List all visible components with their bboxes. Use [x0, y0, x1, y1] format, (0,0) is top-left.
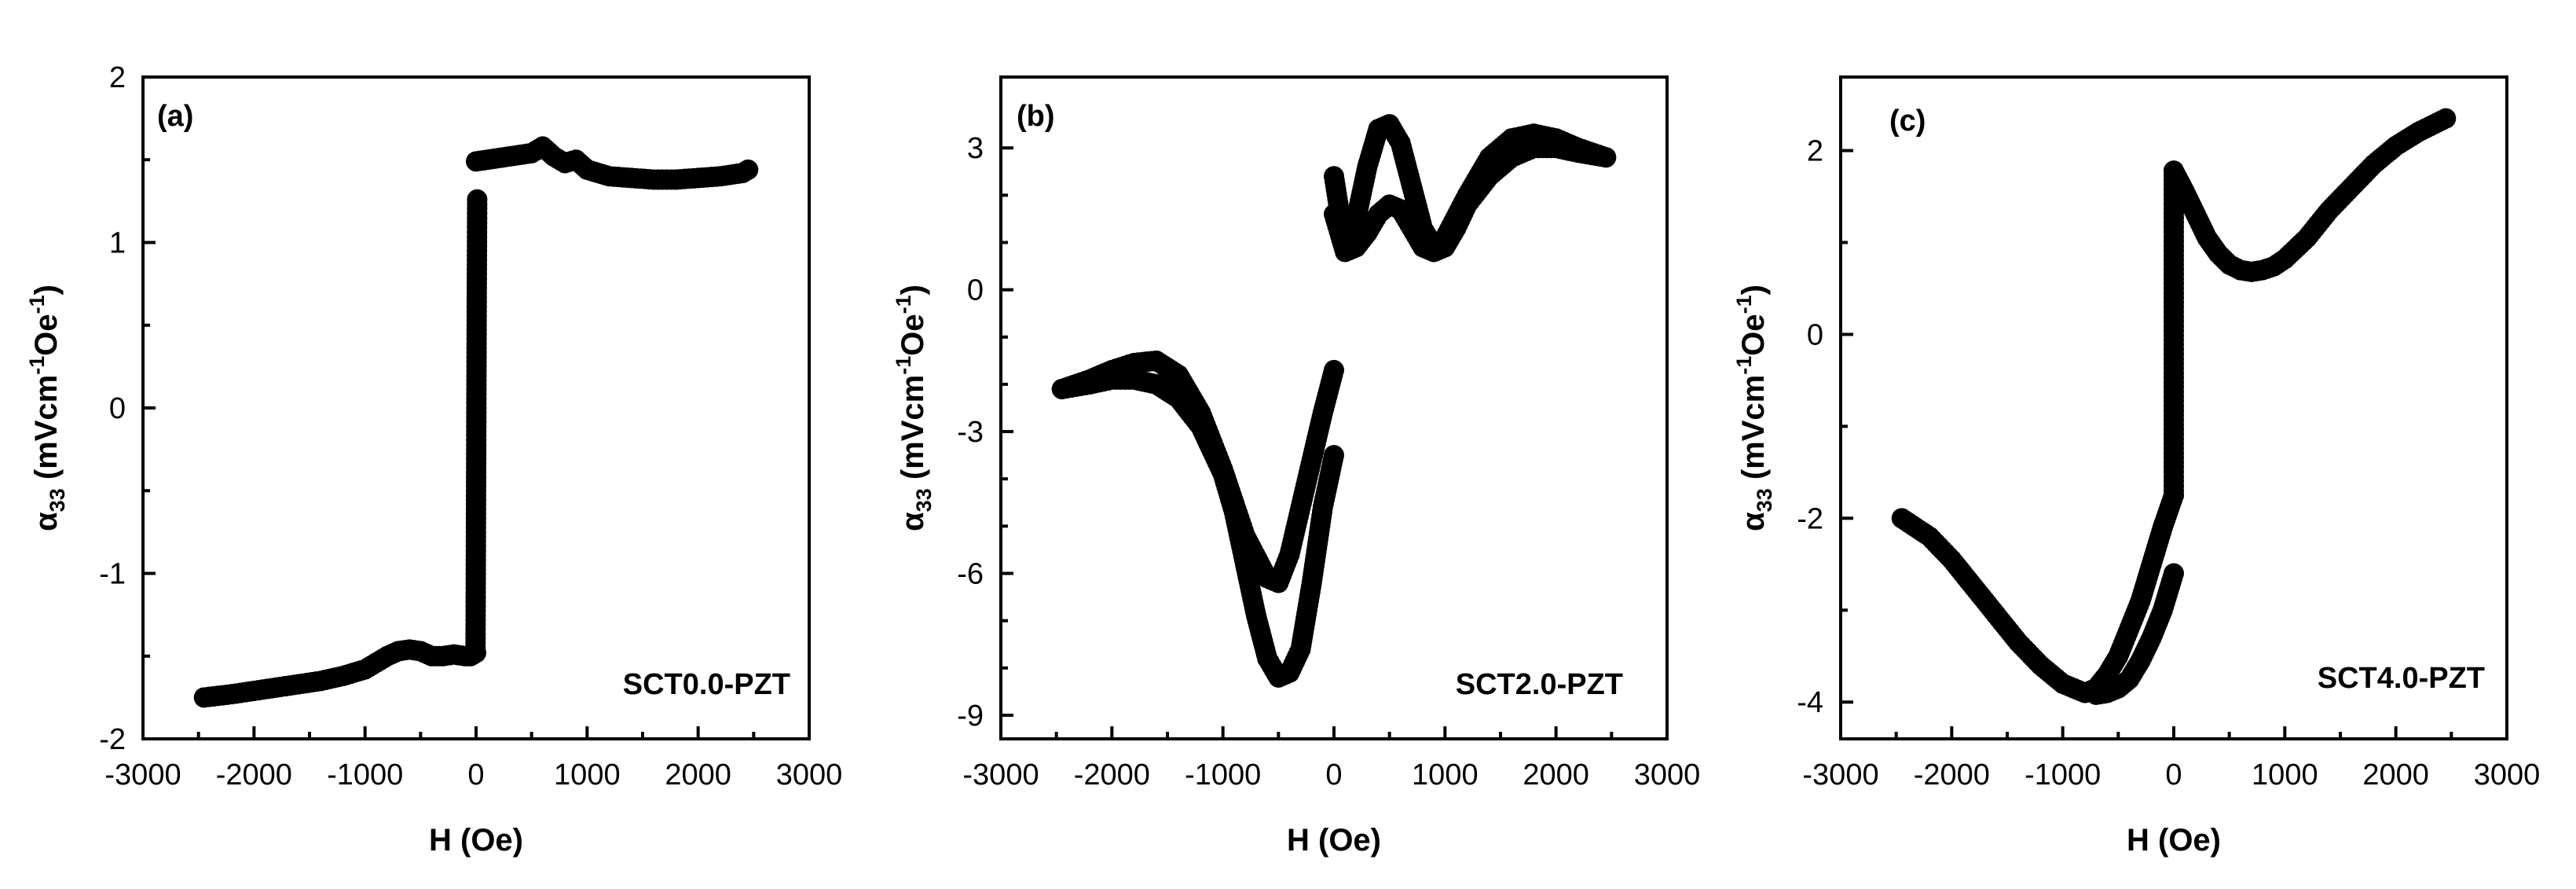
svg-text:α33 (mVcm-1Oe-1): α33 (mVcm-1Oe-1): [25, 285, 69, 531]
panel-a-series-1-point: [467, 189, 488, 210]
panel-b-ylabel-mid: Oe: [896, 314, 930, 355]
panel-a-ylabel-sub: 33: [46, 488, 69, 512]
panel-a-x-tick-label: 0: [467, 759, 484, 792]
panel-c-y-tick-label: 2: [1807, 135, 1823, 168]
panel-b-x-tick-label: -2000: [1074, 759, 1150, 792]
panel-b-y-tick-label: 0: [967, 274, 984, 307]
panel-a-x-tick-label: -1000: [327, 759, 403, 792]
panel-c-x-tick-label: 2000: [2362, 759, 2429, 792]
panel-a-ylabel-sup2: -1: [25, 295, 49, 314]
panel-b-ylabel-sup2: -1: [892, 295, 915, 314]
panel-a-y-tick-label: -2: [99, 723, 126, 756]
panel-b-sample-label: SCT2.0-PZT: [1456, 668, 1623, 701]
panel-c-y-tick-label: 0: [1807, 318, 1823, 351]
panel-c-ylabel-sub: 33: [1753, 488, 1776, 512]
panel-c-ylabel-close: ): [1736, 285, 1771, 295]
panel-a-x-tick-label: 1000: [554, 759, 621, 792]
panel-a-ylabel-open: (mVcm: [29, 375, 64, 489]
panel-b-y-tick-label: -3: [957, 416, 984, 449]
panel-b-y-tick-label: -9: [957, 700, 984, 733]
panel-a-y-tick-label: -1: [99, 558, 126, 591]
panel-c-ylabel-sup1: -1: [1732, 356, 1756, 375]
panel-a-ylabel-symbol: α: [29, 512, 64, 531]
panel-a-x-tick-label: 2000: [665, 759, 731, 792]
panel-a-y-axis-title: α33 (mVcm-1Oe-1): [25, 285, 69, 531]
panel-c-ylabel-symbol: α: [1736, 512, 1771, 531]
panel-c-x-axis-title: H (Oe): [2127, 823, 2221, 858]
panel-c-ylabel-mid: Oe: [1736, 314, 1771, 355]
panel-c-series-3-point: [2435, 108, 2457, 129]
panel-a-x-tick-label: -2000: [216, 759, 292, 792]
panel-a-y-tick-label: 0: [109, 392, 126, 425]
panel-b-x-tick-label: -1000: [1185, 759, 1261, 792]
svg-text:α33 (mVcm-1Oe-1): α33 (mVcm-1Oe-1): [1732, 285, 1776, 531]
panel-c-ylabel-open: (mVcm: [1736, 375, 1771, 489]
panel-b-ylabel-sub: 33: [912, 488, 936, 512]
panel-c-tag: (c): [1889, 105, 1926, 138]
panel-c-x-tick-label: 1000: [2252, 759, 2318, 792]
panel-a-ylabel-mid: Oe: [29, 314, 64, 355]
panel-c-x-tick-label: -1000: [2025, 759, 2101, 792]
panel-a-y-tick-label: 1: [109, 227, 126, 260]
panel-c-y-tick-label: -4: [1797, 686, 1823, 719]
panel-c: (c) SCT4.0-PZT H (Oe) α33 (mVcm-1Oe-1) -…: [1732, 75, 2541, 858]
panel-b-series-3-point: [1596, 147, 1617, 168]
panel-b-y-tick-label: 3: [967, 132, 984, 165]
panel-c-y-tick-label: -2: [1797, 502, 1823, 535]
svg-text:α33 (mVcm-1Oe-1): α33 (mVcm-1Oe-1): [892, 285, 936, 531]
panel-b-y-tick-label: -6: [957, 558, 984, 591]
panel-c-sample-label: SCT4.0-PZT: [2318, 662, 2485, 695]
panel-c-x-tick-label: -2000: [1914, 759, 1990, 792]
panel-b-ylabel-open: (mVcm: [896, 375, 930, 489]
panel-b: (b) SCT2.0-PZT H (Oe) α33 (mVcm-1Oe-1) -…: [892, 75, 1701, 858]
panel-a-x-axis-title: H (Oe): [429, 823, 523, 858]
panel-b-x-tick-label: 1000: [1412, 759, 1479, 792]
panel-b-x-tick-label: 2000: [1523, 759, 1589, 792]
panel-b-x-axis-title: H (Oe): [1287, 823, 1381, 858]
panel-b-ylabel-sup1: -1: [892, 356, 915, 375]
panel-b-series-0-point: [1324, 359, 1344, 380]
panel-b-ylabel-close: ): [896, 285, 930, 295]
panel-a-ylabel-close: ): [29, 285, 64, 295]
panel-a-tag: (a): [157, 100, 193, 133]
panel-c-ylabel-sup2: -1: [1732, 295, 1756, 314]
panel-b-x-tick-label: 0: [1325, 759, 1342, 792]
panel-a-x-tick-label: -3000: [104, 759, 181, 792]
panel-a-ylabel-sup1: -1: [25, 356, 49, 375]
panel-b-ylabel-symbol: α: [896, 512, 930, 531]
panel-b-x-tick-label: -3000: [962, 759, 1039, 792]
panel-a-sample-label: SCT0.0-PZT: [623, 668, 790, 701]
panel-b-series-1-point: [1051, 378, 1072, 399]
panel-a-y-tick-label: 2: [109, 61, 126, 94]
panel-c-y-axis-title: α33 (mVcm-1Oe-1): [1732, 285, 1776, 531]
panel-b-y-axis-title: α33 (mVcm-1Oe-1): [892, 285, 936, 531]
panel-a-series-2-point: [738, 159, 759, 180]
panel-c-series-1-point: [2086, 684, 2107, 705]
panel-c-x-tick-label: -3000: [1802, 759, 1878, 792]
panel-a-x-tick-label: 3000: [776, 759, 843, 792]
panel-c-x-tick-label: 0: [2165, 759, 2182, 792]
panel-c-x-tick-label: 3000: [2474, 759, 2541, 792]
panel-b-tag: (b): [1017, 100, 1055, 133]
panel-b-x-tick-label: 3000: [1634, 759, 1701, 792]
panel-a: (a) SCT0.0-PZT H (Oe) α33 (mVcm-1Oe-1) -…: [25, 61, 842, 858]
